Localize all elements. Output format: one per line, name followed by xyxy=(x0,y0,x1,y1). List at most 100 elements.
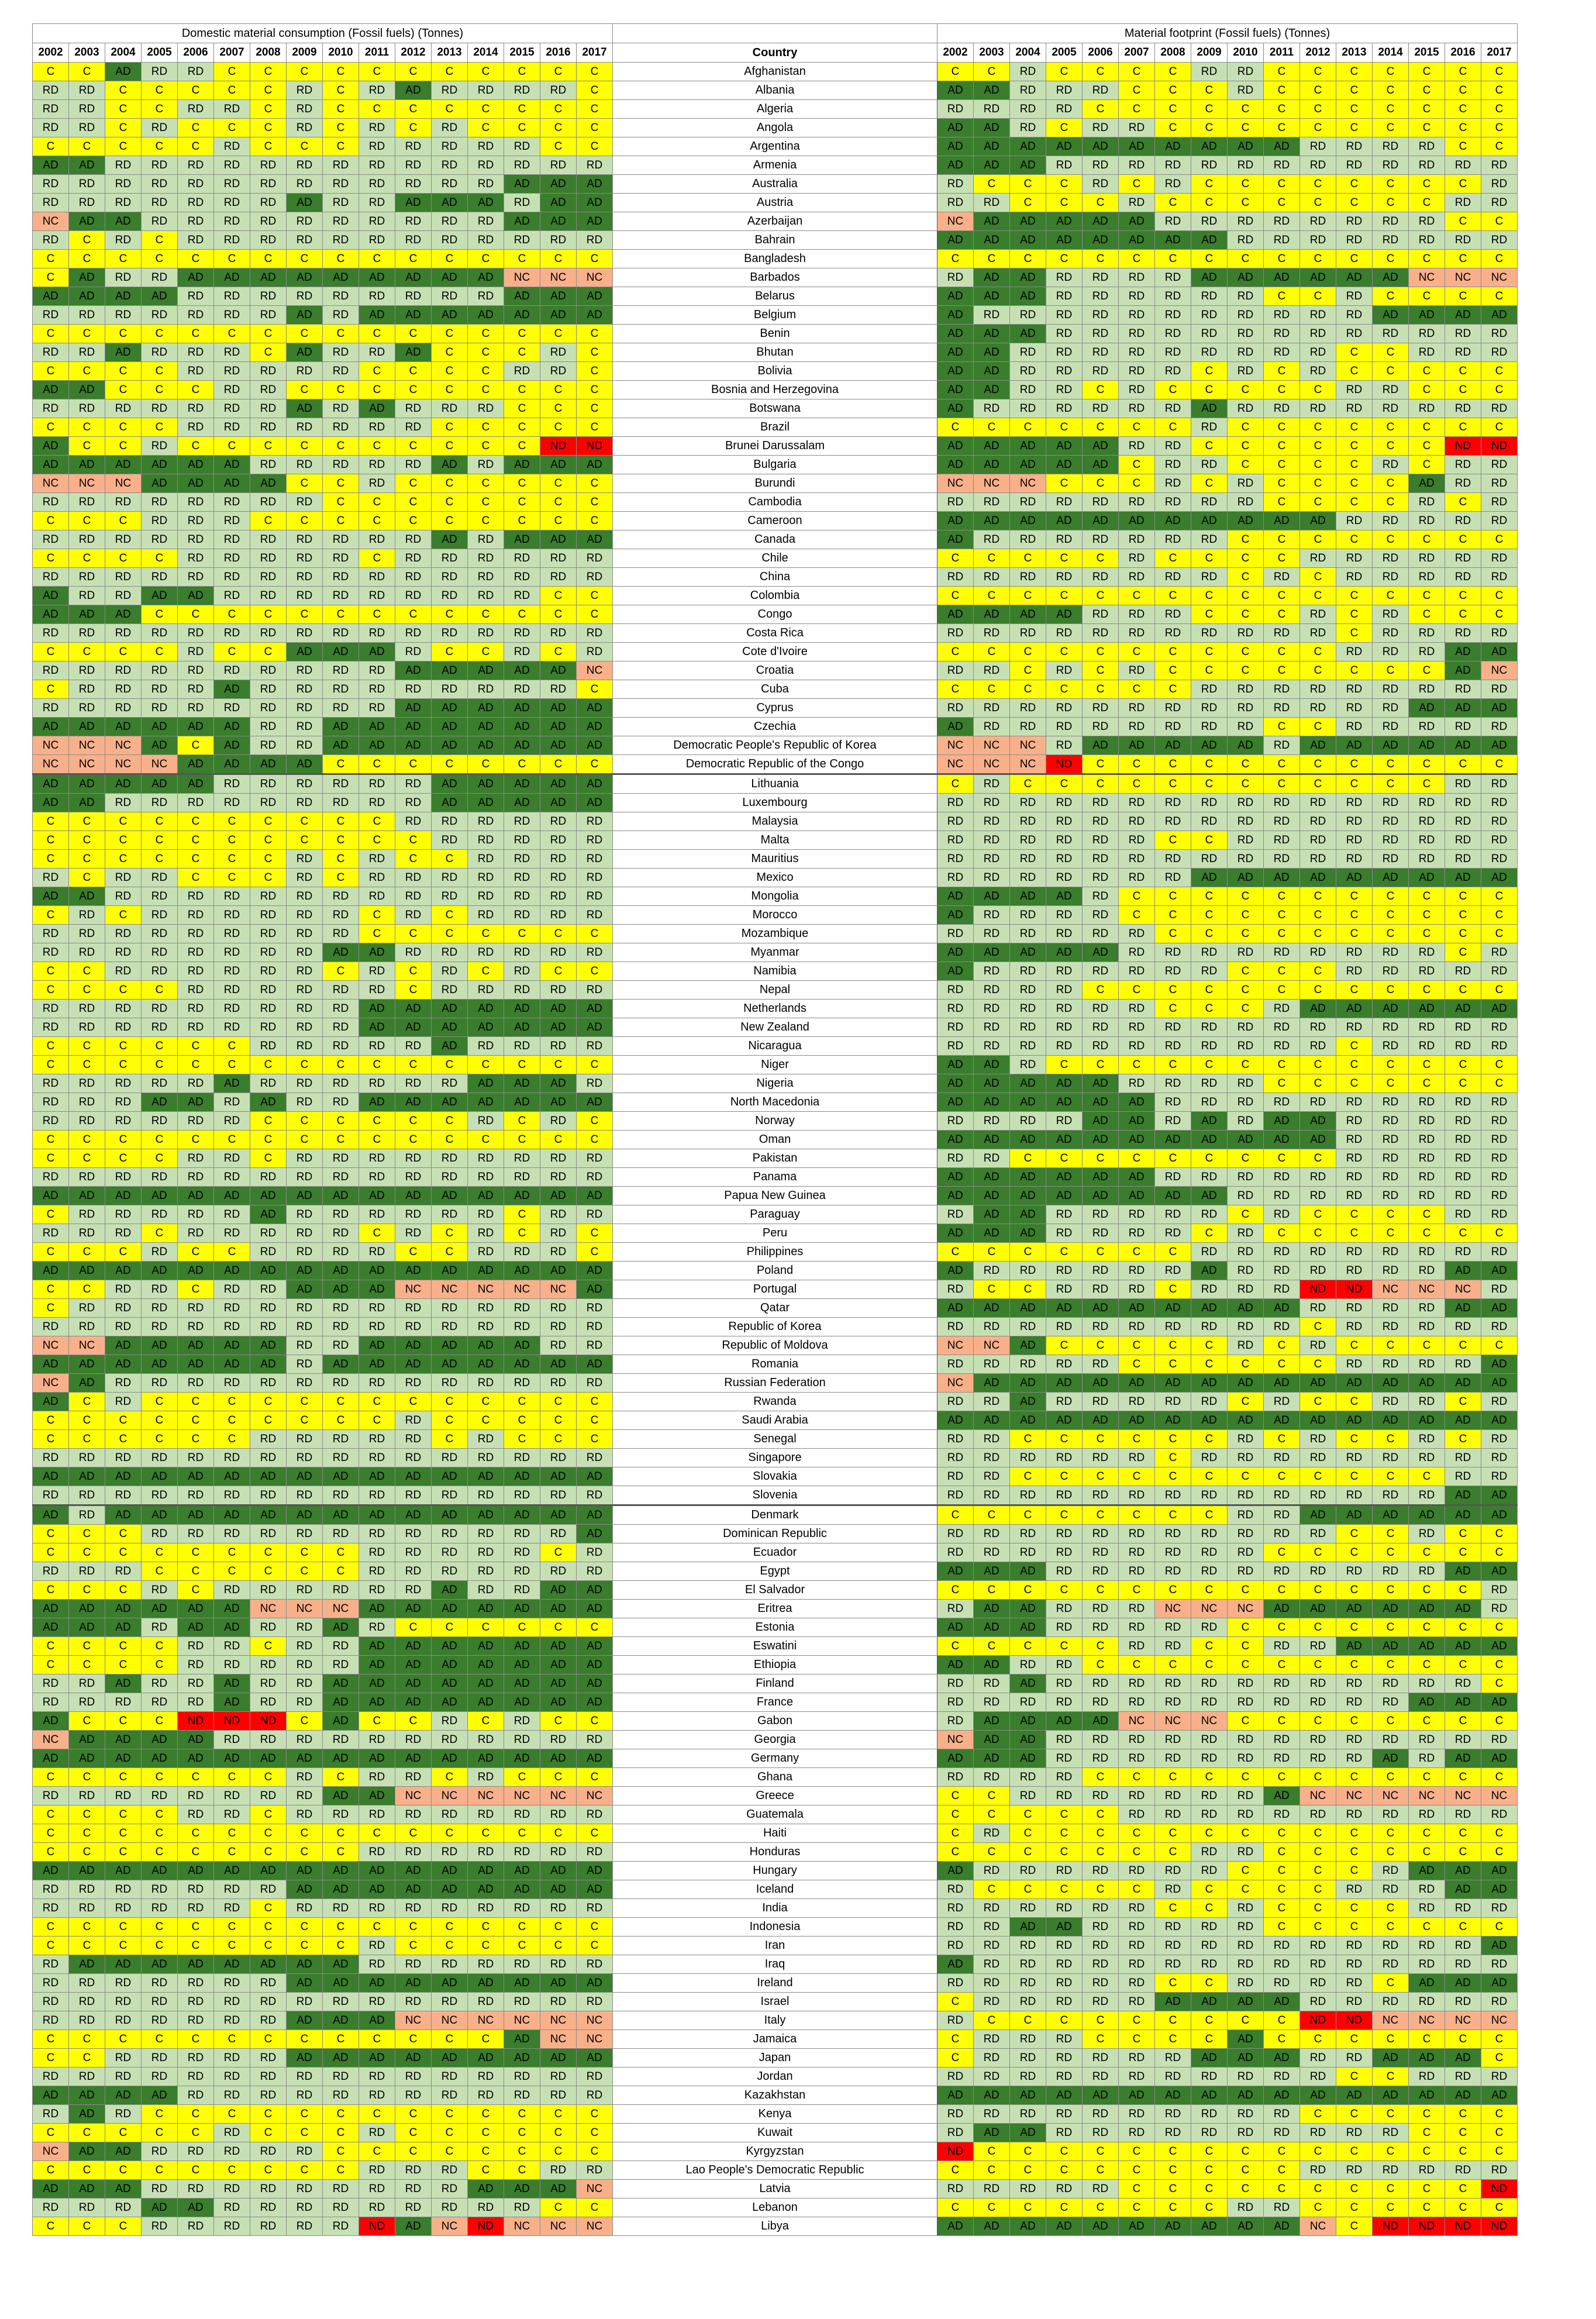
dmc-status-cell: C xyxy=(32,905,69,925)
dmc-status-cell: RD xyxy=(322,905,359,925)
dmc-status-cell: RD xyxy=(395,212,432,231)
mf-status-cell: AD xyxy=(1299,1130,1336,1149)
mf-status-cell: RD xyxy=(1046,305,1083,325)
mf-status-cell: RD xyxy=(1191,1562,1228,1581)
year-header-row: 2002 2003 2004 2005 2006 2007 2008 2009 2010 2011… xyxy=(32,43,1518,63)
mf-status-cell: C xyxy=(1191,549,1228,568)
mf-status-cell: C xyxy=(1372,287,1409,306)
dmc-status-cell: C xyxy=(431,1130,468,1149)
dmc-status-cell: C xyxy=(286,1111,323,1131)
dmc-status-cell: RD xyxy=(467,1036,504,1056)
dmc-status-cell: RD xyxy=(177,793,214,812)
mf-status-cell: C xyxy=(1263,924,1300,943)
mf-status-cell: AD xyxy=(1191,1373,1228,1393)
dmc-status-cell: RD xyxy=(359,212,395,231)
mf-status-cell: RD xyxy=(1263,1317,1300,1336)
mf-status-cell: RD xyxy=(1046,1730,1083,1749)
dmc-status-cell: RD xyxy=(359,474,395,493)
dmc-status-cell: RD xyxy=(213,962,250,981)
dmc-status-cell: C xyxy=(359,436,395,456)
mf-status-cell: RD xyxy=(973,1992,1010,2011)
dmc-status-cell: RD xyxy=(177,1448,214,1467)
dmc-status-cell: C xyxy=(105,831,142,850)
table-row: C C C C C RD C C C RD C C C C C C Kuwait RD AD AD RD RD RD RD RD… xyxy=(32,2123,1518,2142)
dmc-status-cell: RD xyxy=(177,1317,214,1336)
mf-status-cell: C xyxy=(1263,1580,1300,1600)
dmc-status-cell: AD xyxy=(177,1093,214,1112)
mf-status-cell: ND xyxy=(1445,436,1481,456)
dmc-status-cell: RD xyxy=(322,193,359,212)
mf-status-cell: C xyxy=(1263,1074,1300,1093)
mf-status-cell: AD xyxy=(973,1711,1010,1731)
mf-status-cell: RD xyxy=(1154,436,1191,456)
mf-status-cell: RD xyxy=(1082,793,1119,812)
dmc-status-cell: AD xyxy=(431,1749,468,1768)
dmc-status-cell: RD xyxy=(105,1898,142,1918)
mf-status-cell: RD xyxy=(937,831,974,850)
dmc-status-cell: AD xyxy=(540,1880,577,1899)
mf-status-cell: RD xyxy=(1009,1543,1046,1562)
mf-status-cell: AD xyxy=(1082,1373,1119,1393)
dmc-status-cell: RD xyxy=(177,1636,214,1656)
mf-status-cell: C xyxy=(1336,2198,1373,2217)
mf-status-cell: RD xyxy=(1118,605,1155,624)
dmc-status-cell: RD xyxy=(504,1805,540,1824)
mf-status-cell: C xyxy=(1154,1842,1191,1862)
dmc-status-cell: RD xyxy=(322,2217,359,2236)
mf-status-cell: RD xyxy=(1046,1562,1083,1581)
dmc-status-cell: RD xyxy=(141,343,178,362)
mf-status-cell: C xyxy=(937,773,974,794)
dmc-status-cell: RD xyxy=(359,1767,395,1787)
dmc-status-cell: RD xyxy=(68,1486,105,1505)
dmc-status-cell: RD xyxy=(322,1429,359,1449)
dmc-status-cell: RD xyxy=(359,1448,395,1467)
dmc-status-cell: RD xyxy=(504,1543,540,1562)
mf-status-cell: C xyxy=(1263,1842,1300,1862)
dmc-status-cell: AD xyxy=(504,1655,540,1674)
dmc-status-cell: C xyxy=(68,1149,105,1168)
mf-status-cell: RD xyxy=(1009,1936,1046,1955)
dmc-status-cell: C xyxy=(250,605,287,624)
mf-status-cell: RD xyxy=(1046,1749,1083,1768)
dmc-status-cell: RD xyxy=(250,1880,287,1899)
dmc-status-cell: AD xyxy=(395,1336,432,1355)
dmc-status-cell: AD xyxy=(395,1504,432,1525)
dmc-status-cell: RD xyxy=(286,2198,323,2217)
dmc-status-cell: AD xyxy=(431,793,468,812)
mf-status-cell: RD xyxy=(1227,212,1264,231)
dmc-status-cell: AD xyxy=(359,2048,395,2068)
dmc-status-cell: RD xyxy=(395,680,432,699)
mf-status-cell: RD xyxy=(937,1355,974,1374)
mf-status-cell: C xyxy=(1408,1224,1445,1243)
dmc-status-cell: AD xyxy=(68,1186,105,1205)
dmc-status-cell: C xyxy=(250,1130,287,1149)
mf-status-cell: C xyxy=(1263,436,1300,456)
table-row: C C C C C C C C C C C C C C C C Benin AD AD AD RD RD RD RD RD RD R… xyxy=(32,324,1518,343)
mf-status-cell: C xyxy=(1445,1543,1481,1562)
mf-status-cell: RD xyxy=(1445,474,1481,493)
mf-status-cell: AD xyxy=(973,887,1010,906)
mf-status-cell: RD xyxy=(1118,1674,1155,1693)
mf-status-cell: RD xyxy=(1118,962,1155,981)
mf-status-cell: AD xyxy=(937,156,974,175)
table-row: RD C RD RD C C C RD C RD RD RD RD RD RD RD Mexico RD RD RD R… xyxy=(32,868,1518,887)
dmc-status-cell: C xyxy=(576,1111,613,1131)
mf-status-cell: RD xyxy=(937,1467,974,1486)
dmc-status-cell: RD xyxy=(177,1898,214,1918)
dmc-status-cell: RD xyxy=(286,680,323,699)
table-row: C C C C RD C C AD AD AD RD C C RD C RD Cote d'Ivoire C C C C… xyxy=(32,642,1518,661)
mf-status-cell: AD xyxy=(1372,1411,1409,1430)
mf-status-cell: C xyxy=(1118,1580,1155,1600)
dmc-status-cell: C xyxy=(250,118,287,137)
dmc-status-cell: C xyxy=(105,905,142,925)
mf-status-cell: RD xyxy=(1154,793,1191,812)
dmc-status-cell: C xyxy=(213,1824,250,1843)
mf-status-cell: RD xyxy=(1445,793,1481,812)
dmc-status-cell: RD xyxy=(250,2142,287,2161)
mf-status-cell: RD xyxy=(973,962,1010,981)
dmc-status-cell: C xyxy=(32,249,69,268)
dmc-status-cell: RD xyxy=(431,680,468,699)
dmc-status-cell: C xyxy=(286,831,323,850)
mf-status-cell: NC xyxy=(1372,1786,1409,1805)
dmc-status-cell: AD xyxy=(105,1504,142,1525)
